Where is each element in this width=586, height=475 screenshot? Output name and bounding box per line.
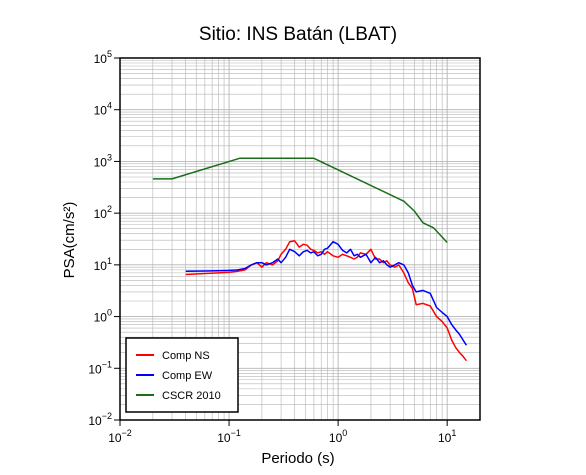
plot-area — [152, 157, 468, 362]
chart-title: Sitio: INS Batán (LBAT) — [199, 24, 397, 45]
y-tick-label: 104 — [94, 101, 112, 118]
x-axis-label: Periodo (s) — [261, 450, 334, 467]
legend: Comp NS Comp EW CSCR 2010 — [125, 337, 239, 413]
axis-ticks: 10−2 10−1 100 101 10−2 10−1 100 101 102 103 104 105 — [88, 49, 456, 445]
x-tick-label: 101 — [438, 428, 456, 445]
plot-frame — [119, 57, 481, 421]
grid — [119, 58, 481, 421]
y-tick-label: 10−1 — [88, 359, 112, 376]
y-tick-label: 10−2 — [88, 411, 112, 428]
series-line-2 — [185, 240, 468, 346]
legend-label: CSCR 2010 — [162, 390, 221, 402]
y-tick-label: 103 — [94, 152, 112, 169]
y-tick-label: 102 — [94, 204, 112, 221]
legend-label: Comp EW — [162, 370, 213, 382]
y-tick-label: 105 — [94, 49, 112, 66]
x-tick-label: 10−2 — [108, 428, 132, 445]
x-tick-label: 100 — [329, 428, 347, 445]
y-tick-label: 101 — [94, 256, 112, 273]
x-tick-label: 10−1 — [217, 428, 241, 445]
y-axis-label: PSA(cm/s²) — [61, 202, 78, 279]
series-line-3 — [152, 157, 448, 244]
series-line-1 — [185, 240, 467, 362]
y-tick-label: 100 — [94, 308, 112, 325]
legend-label: Comp NS — [162, 350, 210, 362]
